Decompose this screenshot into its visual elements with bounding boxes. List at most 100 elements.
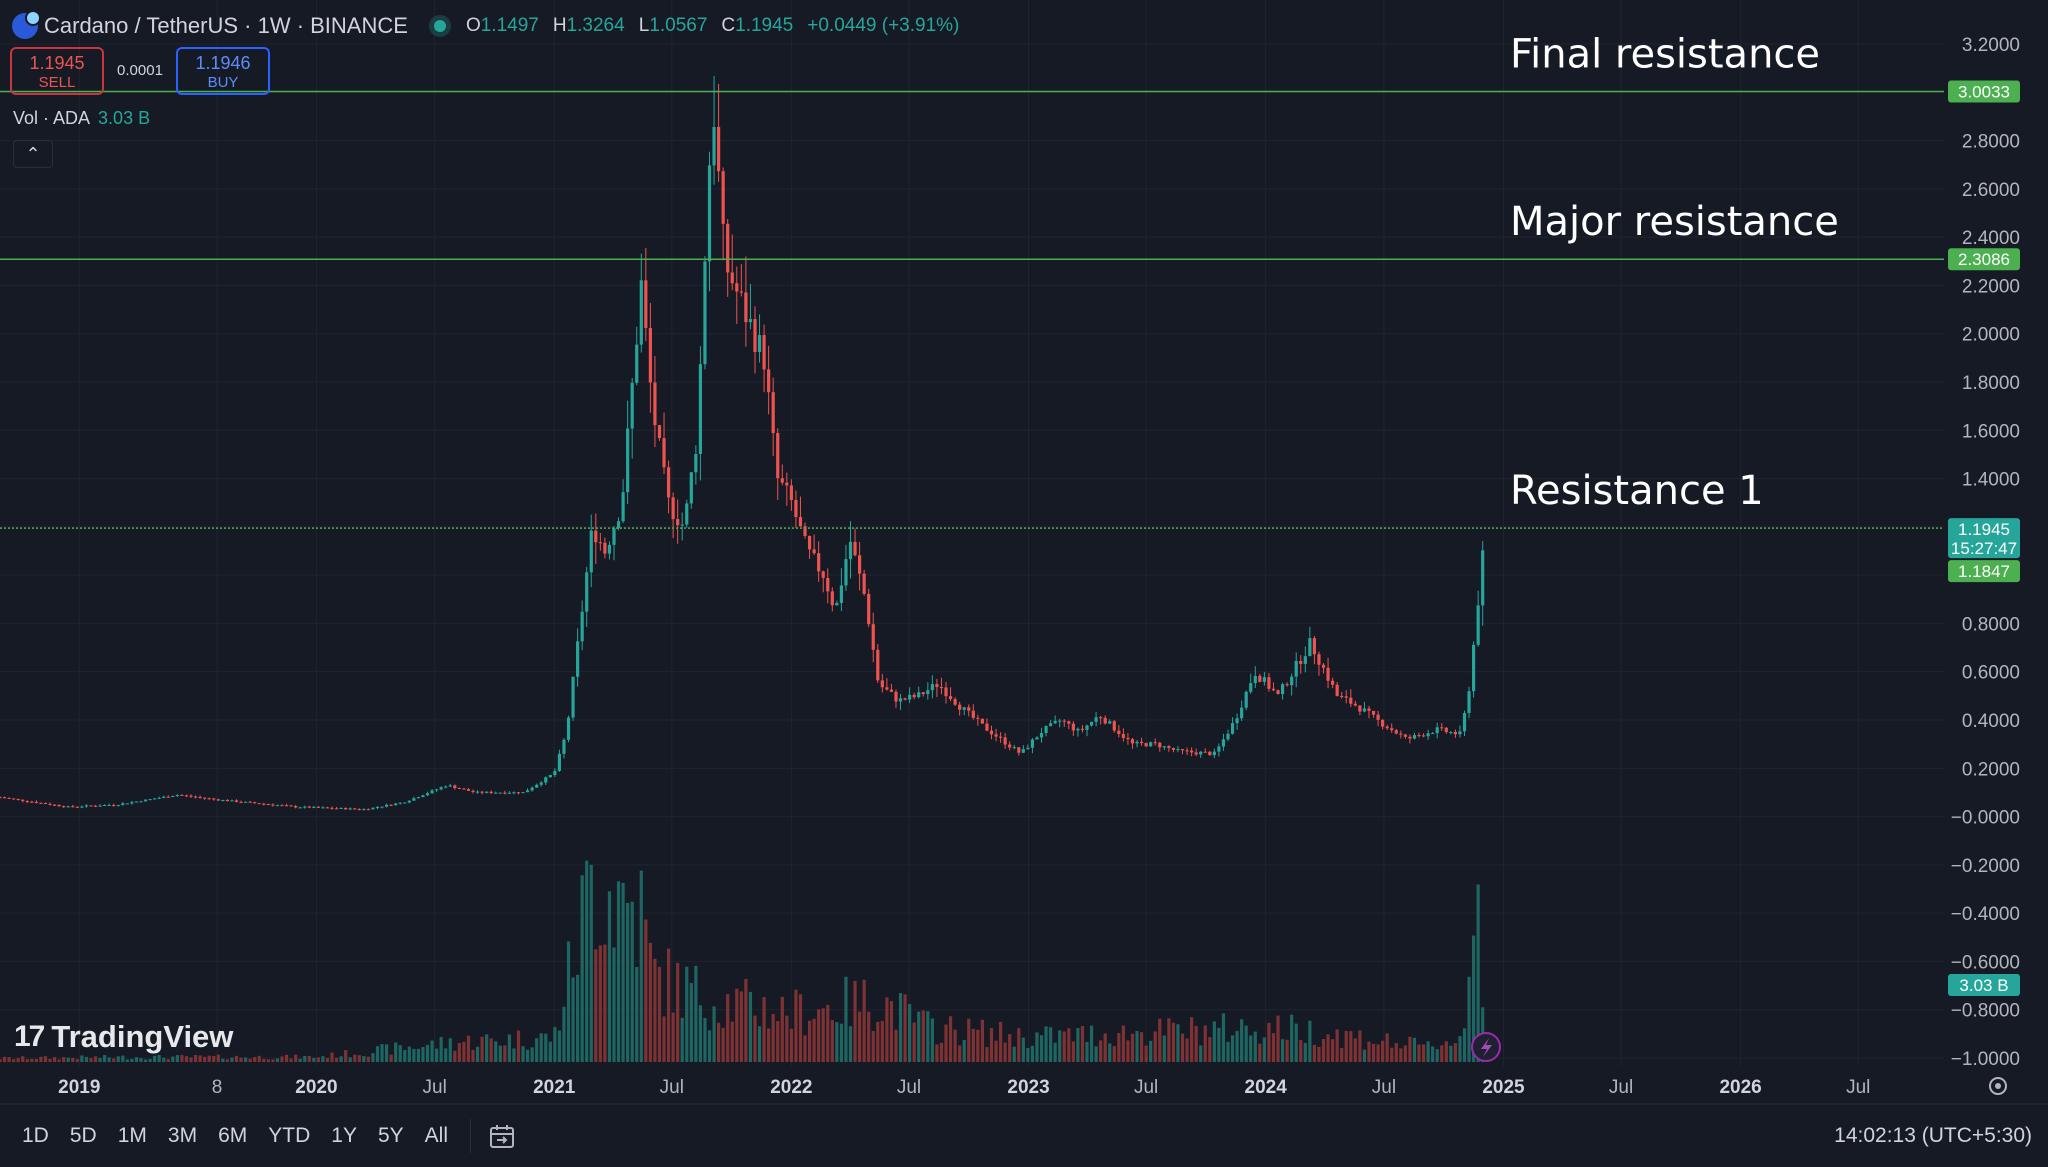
price-axis[interactable]: 3.2000 2.8000 2.6000 2.4000 2.2000 2.0000 1.80… [1951,35,2020,1070]
range-6m-button[interactable]: 6M [218,1124,248,1147]
ohlc-high: H1.3264 [552,15,625,36]
buy-button[interactable]: 1.1946 BUY [176,47,270,95]
range-1m-button[interactable]: 1M [117,1124,147,1147]
candle-body [71,806,75,808]
volume-bar [794,989,798,1062]
candle-body [1185,750,1189,752]
candle-body [616,521,621,529]
candle-body [1112,721,1116,731]
range-ytd-button[interactable]: YTD [268,1124,311,1147]
volume-bar [626,902,630,1062]
volume-bar [71,1057,75,1062]
time-tick-label: Jul [1609,1077,1633,1098]
goto-date-calendar-icon[interactable] [489,1123,515,1149]
range-3m-button[interactable]: 3M [167,1124,198,1147]
range-1d-button[interactable]: 1D [22,1124,49,1147]
volume-bar [1103,1033,1107,1062]
candle-body [1462,713,1467,732]
candle-body [1421,735,1426,737]
tradingview-logo[interactable]: 17 TradingView [14,1019,233,1055]
range-all-button[interactable]: All [424,1124,448,1147]
volume-bar [1076,1028,1080,1062]
volume-bar [89,1058,93,1062]
volume-bar [1067,1028,1071,1062]
volume-bar [644,919,648,1062]
candle-body [735,283,739,292]
price-tick-label: 1.8000 [1962,373,2020,394]
volume-bar [307,1056,311,1062]
volume-bar [75,1059,79,1062]
volume-bar [889,1001,894,1062]
candle-body [1253,675,1257,684]
candle-body [448,785,452,787]
volume-bar [1180,1033,1185,1062]
range-5y-button[interactable]: 5Y [377,1124,404,1147]
volume-bar [48,1058,52,1062]
volume-bar [57,1059,61,1062]
price-tick-label: 2.0000 [1962,325,2020,346]
volume-bar [1117,1033,1121,1062]
candle-body [57,804,61,807]
candle-body [780,478,784,483]
candle-body [562,739,566,754]
volume-bar [353,1054,357,1062]
candle-body [880,680,884,688]
volume-bar [1085,1041,1089,1062]
symbol-title[interactable]: Cardano / TetherUS · 1W · BINANCE [44,13,408,38]
volume-bar [653,958,657,1062]
volume-bar [594,949,598,1062]
volume-bar [1271,1033,1276,1062]
volume-bar [121,1055,125,1062]
volume-bar [785,1015,789,1062]
volume-bar [548,1041,552,1062]
candle-body [134,801,139,803]
price-tick-label: 1.6000 [1962,421,2020,442]
volume-bar [371,1053,375,1062]
volume-bar [1153,1031,1157,1062]
volume-bar [1344,1030,1348,1062]
time-tick-label: Jul [660,1077,684,1098]
candle-body [807,535,812,550]
volume-bar [1167,1018,1171,1062]
settings-gear-icon[interactable] [1989,1077,2007,1095]
candle-body [844,559,848,586]
candle-body [353,808,357,810]
alert-bolt-icon[interactable] [1471,1032,1501,1062]
candle-body [312,806,316,808]
volume-bar [98,1058,102,1062]
candle-body [444,786,448,788]
range-1y-button[interactable]: 1Y [331,1124,357,1147]
candle-body [1089,721,1094,726]
range-5d-button[interactable]: 5D [69,1124,97,1147]
candle-body [116,805,120,807]
candle-body [475,791,480,793]
candle-body [1467,691,1471,714]
volume-bar [1449,1045,1453,1062]
timezone-clock[interactable]: 14:02:13 (UTC+5:30) [1834,1124,2032,1147]
volume-bar [198,1055,202,1062]
time-axis[interactable]: 2019 8 2020 Jul 2021 Jul 2022 Jul 2023 Jul 2024 Jul… [0,1077,2048,1105]
level-tag-text: 3.0033 [1958,82,2010,101]
candle-body [521,792,525,794]
sell-button[interactable]: 1.1945 SELL [10,47,104,95]
candle-body [189,795,193,797]
candle-body [1258,675,1262,682]
volume-bar [689,983,693,1062]
volume-bar [243,1057,248,1062]
price-tick-label: 0.2000 [1962,759,2020,780]
price-tick-label: 3.2000 [1962,35,2020,56]
collapse-legend-button[interactable]: ⌃ [13,140,53,168]
volume-legend[interactable]: Vol · ADA 3.03 B [13,108,150,129]
volume-bar [1280,1039,1285,1062]
candle-body [662,438,666,468]
candle-body [380,806,384,808]
candle-body [998,736,1003,738]
candle-body [1458,731,1462,735]
volume-bar [1340,1047,1344,1062]
price-tick-label: −0.8000 [1951,1001,2020,1022]
candle-body [1085,725,1089,730]
candle-body [585,572,589,612]
candle-body [421,795,425,798]
candle-body [921,692,925,695]
